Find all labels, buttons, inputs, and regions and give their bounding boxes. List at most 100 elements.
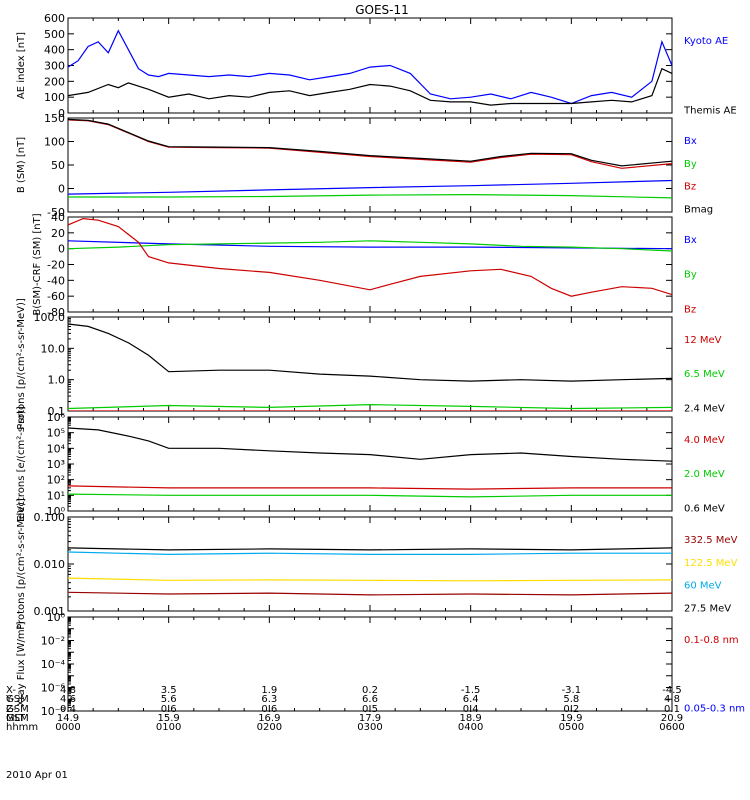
ephemeris-cell: 0200 bbox=[256, 722, 283, 734]
y-axis-label: AE index [nT] bbox=[16, 32, 27, 99]
panel-frame bbox=[67, 216, 673, 313]
panel-frame bbox=[67, 117, 673, 213]
legend-entry: Bz bbox=[684, 304, 696, 315]
series-line-60-mev bbox=[68, 551, 672, 556]
ephemeris-cell: 0.2 bbox=[362, 685, 378, 696]
legend-entry: 2.4 MeV bbox=[684, 403, 725, 414]
series-line-kyoto-ae bbox=[68, 29, 672, 105]
y-tick-label: 0.010 bbox=[34, 558, 66, 571]
ephemeris-cell: 6.3 bbox=[261, 694, 278, 706]
y-tick-label: 400 bbox=[44, 44, 65, 57]
ephemeris-cell: 0.6 bbox=[261, 703, 278, 715]
y-tick-label: 0 bbox=[58, 107, 65, 120]
series-line-2-0-mev bbox=[68, 493, 672, 498]
y-tick-label: 600 bbox=[44, 12, 65, 25]
y-axis-label: Xray Flux [W/m²] bbox=[16, 621, 27, 706]
y-tick-label: 10.0 bbox=[41, 342, 66, 355]
legend-entry: By bbox=[684, 159, 697, 170]
series-line-by bbox=[68, 240, 672, 252]
ephemeris-cell: 0000 bbox=[55, 722, 81, 734]
ephemeris-cell: 15.9 bbox=[157, 712, 180, 724]
legend-entry: Bx bbox=[684, 235, 697, 246]
panel-frame bbox=[67, 516, 673, 612]
y-axis-label: B (SM) [nT] bbox=[16, 137, 27, 193]
ephemeris-cell: 6.4 bbox=[462, 694, 479, 706]
series-line-0-6-mev bbox=[68, 427, 672, 462]
ephemeris-cell: 4.6 bbox=[60, 694, 76, 706]
y-tick-label: 10⁵ bbox=[47, 427, 65, 440]
ephemeris-cell: 0.6 bbox=[160, 703, 177, 715]
series-line-6-5-mev bbox=[68, 403, 672, 410]
panel-7: 10⁻⁸ 10⁻⁶ 10⁻⁴ 10⁻² 10⁰ Xray Flux [W/m²] 0.1-0… bbox=[16, 611, 745, 718]
y-tick-label: 100.0 bbox=[34, 311, 66, 324]
y-tick-label: 10⁶ bbox=[47, 411, 66, 424]
legend-entry: 0.6 MeV bbox=[684, 503, 725, 514]
y-tick-label: 100 bbox=[44, 91, 65, 104]
y-axis-label: Protons [p/(cm²-s-sr-MeV)] bbox=[16, 298, 27, 430]
y-tick-label: 10⁻⁸ bbox=[41, 705, 66, 718]
y-tick-label: -60 bbox=[47, 290, 65, 303]
legend-entry: 4.0 MeV bbox=[684, 435, 725, 446]
ephemeris-cell: -4.5 bbox=[662, 685, 682, 696]
series-line-bmag bbox=[68, 118, 672, 167]
ephemeris-cell: 3.5 bbox=[160, 685, 177, 696]
series-line-4-0-mev bbox=[68, 485, 672, 490]
legend-entry: Kyoto AE bbox=[684, 36, 728, 47]
y-tick-label: 10⁻⁴ bbox=[41, 658, 66, 671]
panel-6: 0.001 0.010 0.100 Protons [p/(cm²-s-sr-MeV)… bbox=[16, 498, 738, 630]
y-tick-label: 10⁰ bbox=[47, 505, 66, 518]
y-tick-label: 150 bbox=[44, 112, 65, 125]
legend-entry: 2.0 MeV bbox=[684, 469, 725, 480]
y-tick-label: 500 bbox=[44, 28, 65, 41]
ephemeris-cell: 14.9 bbox=[56, 712, 80, 724]
ephemeris-cell: 1.9 bbox=[261, 685, 278, 696]
ephemeris-cell: 0.4 bbox=[462, 703, 479, 715]
date-label: 2010 Apr 01 bbox=[6, 770, 68, 781]
legend-entry: 0.1-0.8 nm bbox=[684, 635, 739, 646]
chart-title: GOES-11 bbox=[355, 3, 409, 17]
ephemeris-cell: 17.9 bbox=[358, 712, 382, 724]
y-tick-label: -50 bbox=[47, 206, 65, 219]
ephemeris-cell: 0300 bbox=[357, 722, 383, 734]
ephemeris-cell: 18.9 bbox=[459, 712, 482, 724]
y-tick-label: 10⁻⁶ bbox=[41, 682, 66, 695]
panel-frame bbox=[67, 17, 673, 114]
y-tick-label: 10⁰ bbox=[47, 611, 66, 624]
y-tick-label: -80 bbox=[47, 306, 65, 319]
y-tick-label: 10⁻² bbox=[41, 635, 65, 648]
y-tick-label: -20 bbox=[47, 259, 65, 272]
legend-entry: 12 MeV bbox=[684, 335, 722, 346]
legend-entry: 0.05-0.3 nm bbox=[684, 703, 745, 714]
y-tick-label: 1.0 bbox=[48, 374, 66, 387]
y-tick-label: 0 bbox=[58, 183, 65, 196]
legend-entry: 27.5 MeV bbox=[684, 603, 731, 614]
y-tick-label: 40 bbox=[51, 211, 65, 224]
panel-frame bbox=[67, 416, 673, 512]
ephemeris-cell: 4.8 bbox=[664, 694, 680, 706]
series-line-bx bbox=[68, 240, 672, 250]
ephemeris-cell: 6.6 bbox=[362, 694, 378, 706]
panel-2: -50 0 50 100 150 B (SM) [nT] Bx By Bz Bmag bbox=[16, 112, 713, 219]
ephemeris-cell: 0.5 bbox=[362, 703, 378, 715]
y-tick-label: 10¹ bbox=[47, 489, 65, 502]
y-tick-label: 200 bbox=[44, 75, 65, 88]
series-line-122-5-mev bbox=[68, 577, 672, 582]
ephemeris-cell: 4.8 bbox=[60, 685, 76, 696]
y-tick-label: 20 bbox=[51, 227, 65, 240]
panel-3: -80 -60 -40 -20 0 20 40 B(SM)-CRF (SM) [nT] Bx By… bbox=[32, 211, 697, 319]
y-tick-label: 10² bbox=[47, 474, 65, 487]
series-line-27-5-mev bbox=[68, 547, 672, 551]
y-axis-label: Electrons [e/(cm²-s-sr)] bbox=[16, 406, 27, 522]
ephemeris-cell: 0.4 bbox=[60, 703, 76, 715]
series-line-332-5-mev bbox=[68, 591, 672, 596]
ephemeris-cell: 20.9 bbox=[660, 712, 684, 724]
y-tick-label: -40 bbox=[47, 274, 65, 287]
legend-entry: Bz bbox=[684, 182, 696, 193]
y-axis-label: Protons [p/(cm²-s-sr-MeV)] bbox=[16, 498, 27, 630]
ephemeris-row-label: Z-GSM bbox=[6, 703, 29, 724]
ephemeris-row-label: MLT bbox=[6, 712, 25, 724]
legend-entry: By bbox=[684, 270, 697, 281]
series-line-bx bbox=[68, 179, 672, 195]
legend-entry: Themis AE bbox=[683, 105, 737, 116]
